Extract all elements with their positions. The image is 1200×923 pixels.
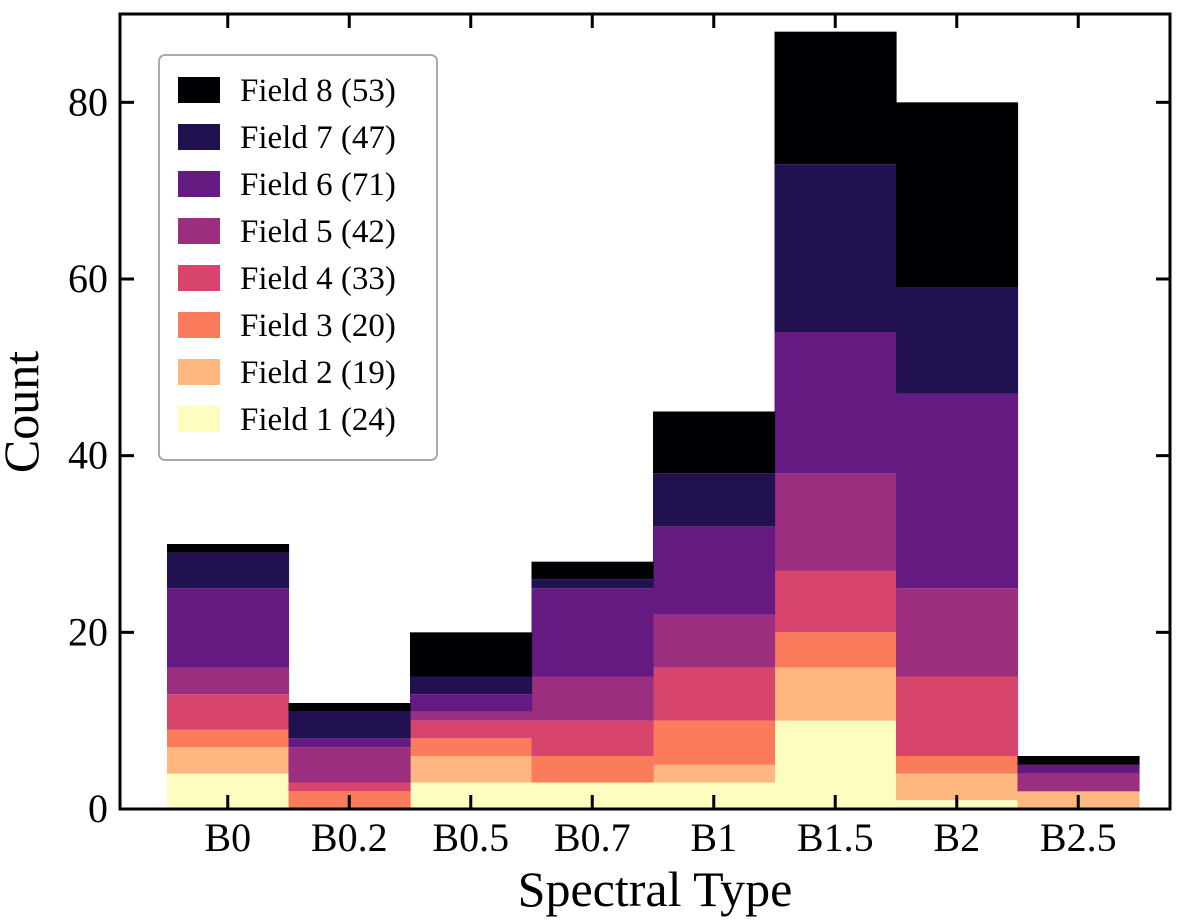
bar-segment bbox=[531, 588, 654, 677]
bar-segment bbox=[288, 703, 411, 712]
legend-swatch bbox=[178, 359, 220, 385]
legend-label: Field 2 (19) bbox=[240, 355, 396, 391]
x-tick-label: B0.5 bbox=[432, 815, 509, 860]
bar-segment bbox=[774, 720, 897, 809]
bar-segment bbox=[1017, 756, 1140, 765]
bar-segment bbox=[774, 332, 897, 474]
bar-segment bbox=[410, 676, 533, 695]
y-tick-label: 80 bbox=[68, 79, 108, 124]
legend-swatch bbox=[178, 312, 220, 338]
bar-segment bbox=[410, 694, 533, 712]
bar-segment bbox=[653, 526, 776, 615]
bar-segment bbox=[167, 667, 290, 695]
x-axis-label: Spectral Type bbox=[518, 861, 793, 917]
bar-segment bbox=[896, 287, 1019, 394]
bar-segment bbox=[896, 676, 1019, 756]
x-axis-ticks: B0 B0.2 B0.5 B0.7 B1 B1.5 B2 B2.5 bbox=[204, 14, 1117, 860]
plot-frame bbox=[118, 12, 1172, 811]
bar-segment bbox=[896, 588, 1019, 677]
legend-label: Field 8 (53) bbox=[240, 73, 396, 109]
y-axis-ticks: 0 20 40 60 80 bbox=[68, 79, 1170, 831]
bars-layer bbox=[167, 31, 1140, 809]
bar-segment bbox=[774, 164, 897, 332]
bar-segment bbox=[653, 473, 776, 527]
bar-segment bbox=[896, 756, 1019, 774]
bar-segment bbox=[288, 782, 411, 792]
legend-label: Field 6 (71) bbox=[240, 167, 396, 203]
x-tick-label: B1 bbox=[690, 815, 737, 860]
y-tick-label: 0 bbox=[88, 786, 108, 831]
bar-segment bbox=[531, 561, 654, 580]
bar-segment bbox=[1017, 764, 1140, 774]
y-tick-label: 20 bbox=[68, 609, 108, 654]
legend-swatch bbox=[178, 406, 220, 432]
legend-swatch bbox=[178, 171, 220, 197]
legend-swatch bbox=[178, 77, 220, 103]
x-tick-label: B0.7 bbox=[554, 815, 631, 860]
legend-swatch bbox=[178, 265, 220, 291]
bar-segment bbox=[653, 614, 776, 668]
x-tick-label: B0.2 bbox=[311, 815, 388, 860]
bar-segment bbox=[167, 552, 290, 589]
bar-segment bbox=[653, 411, 776, 474]
bar-segment bbox=[167, 729, 290, 748]
bar-segment bbox=[653, 720, 776, 765]
y-axis-label: Count bbox=[0, 351, 49, 473]
bar-segment bbox=[288, 747, 411, 783]
legend-swatch bbox=[178, 218, 220, 244]
bar-segment bbox=[288, 711, 411, 739]
bar-segment bbox=[531, 756, 654, 783]
bar-segment bbox=[410, 711, 533, 721]
bar-segment bbox=[288, 738, 411, 748]
legend-label: Field 4 (33) bbox=[240, 261, 396, 297]
bar-segment bbox=[167, 544, 290, 553]
bar-segment bbox=[896, 393, 1019, 589]
bar-segment bbox=[531, 676, 654, 721]
bar-segment bbox=[774, 570, 897, 633]
bar-segment bbox=[653, 764, 776, 783]
bar-segment bbox=[896, 102, 1019, 288]
bar-segment bbox=[410, 632, 533, 677]
bar-segment bbox=[531, 720, 654, 756]
bar-segment bbox=[167, 694, 290, 730]
bar-segment bbox=[167, 747, 290, 774]
legend-box bbox=[158, 54, 438, 461]
bar-segment bbox=[653, 667, 776, 721]
y-tick-label: 40 bbox=[68, 433, 108, 478]
x-tick-label: B2.5 bbox=[1040, 815, 1117, 860]
bar-segment bbox=[531, 579, 654, 589]
bar-segment bbox=[410, 738, 533, 756]
bar-segment bbox=[410, 756, 533, 783]
legend-label: Field 1 (24) bbox=[240, 402, 396, 438]
legend-label: Field 3 (20) bbox=[240, 308, 396, 344]
legend-label: Field 5 (42) bbox=[240, 214, 396, 250]
bar-segment bbox=[774, 473, 897, 571]
bar-segment bbox=[167, 588, 290, 668]
x-tick-label: B1.5 bbox=[797, 815, 874, 860]
bar-segment bbox=[774, 632, 897, 668]
bar-segment bbox=[410, 720, 533, 739]
y-tick-label: 60 bbox=[68, 256, 108, 301]
legend-label: Field 7 (47) bbox=[240, 120, 396, 156]
legend: Field 8 (53) Field 7 (47) Field 6 (71) Fiel… bbox=[158, 54, 438, 461]
bar-segment bbox=[1017, 773, 1140, 792]
legend-swatch bbox=[178, 124, 220, 150]
bar-segment bbox=[774, 31, 897, 165]
x-tick-label: B2 bbox=[933, 815, 980, 860]
bar-segment bbox=[774, 667, 897, 721]
x-tick-label: B0 bbox=[204, 815, 251, 860]
